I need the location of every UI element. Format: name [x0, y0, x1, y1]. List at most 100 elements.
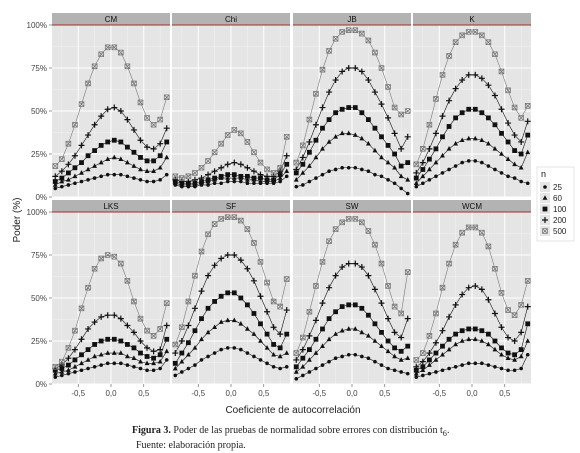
data-point-500 [211, 149, 218, 156]
data-point-60 [131, 355, 137, 360]
data-point-200 [404, 133, 411, 140]
data-point-25 [132, 176, 136, 180]
data-point-100 [258, 175, 263, 181]
data-point-500 [293, 350, 300, 356]
data-point-60 [339, 130, 345, 136]
data-point-200 [472, 282, 479, 289]
data-point-25 [73, 370, 77, 374]
panel-title: CM [105, 15, 118, 24]
data-point-500 [157, 116, 163, 123]
data-point-100 [172, 360, 178, 366]
data-point-25 [506, 368, 510, 373]
data-point-60 [164, 348, 170, 354]
data-point-200 [58, 168, 65, 175]
data-point-200 [150, 145, 157, 152]
data-point-500 [339, 29, 345, 35]
legend-symbol-60 [542, 195, 548, 200]
data-point-500 [459, 32, 465, 39]
data-point-200 [58, 362, 65, 369]
data-point-25 [453, 365, 458, 369]
data-point-100 [398, 348, 404, 354]
data-point-200 [518, 138, 525, 145]
data-point-60 [512, 161, 518, 167]
data-point-500 [277, 303, 283, 310]
data-point-200 [250, 168, 257, 175]
data-point-200 [104, 312, 111, 319]
data-point-100 [271, 177, 277, 183]
data-point-100 [85, 347, 91, 352]
data-point-100 [59, 366, 65, 371]
data-point-100 [405, 160, 411, 165]
data-point-100 [244, 173, 250, 179]
data-point-500 [192, 272, 198, 279]
data-point-200 [124, 116, 131, 123]
data-point-60 [98, 351, 104, 357]
data-point-500 [426, 121, 433, 128]
data-point-500 [452, 241, 459, 248]
data-point-60 [157, 358, 163, 364]
data-point-200 [293, 166, 300, 173]
data-point-25 [493, 167, 497, 172]
data-point-25 [327, 359, 331, 364]
data-point-100 [440, 343, 445, 349]
data-point-100 [352, 302, 358, 308]
data-point-60 [111, 154, 117, 160]
data-point-25 [405, 371, 410, 376]
panel-title: K [469, 15, 475, 24]
data-point-200 [339, 264, 346, 271]
data-point-100 [339, 106, 345, 112]
data-point-25 [265, 361, 269, 366]
data-point-100 [472, 326, 478, 332]
series-line-200 [416, 74, 529, 174]
data-point-100 [225, 290, 231, 296]
data-point-60 [398, 173, 404, 179]
data-point-100 [313, 137, 319, 143]
data-point-200 [98, 313, 105, 320]
data-point-25 [346, 165, 351, 170]
data-point-25 [366, 169, 371, 173]
data-point-200 [205, 171, 212, 178]
data-point-200 [264, 173, 271, 180]
data-point-100 [433, 350, 439, 356]
data-point-500 [352, 27, 359, 33]
data-point-500 [339, 219, 345, 226]
data-point-60 [485, 140, 491, 146]
data-point-200 [277, 331, 284, 338]
x-tick-label: 0,5 [379, 389, 391, 398]
data-point-60 [365, 140, 371, 146]
data-point-25 [119, 361, 123, 366]
data-point-100 [185, 340, 191, 346]
legend-label-200: 200 [553, 216, 567, 225]
data-point-100 [284, 161, 290, 167]
data-point-60 [320, 343, 325, 348]
data-point-500 [479, 229, 485, 236]
data-point-200 [358, 264, 365, 271]
data-point-200 [352, 65, 359, 71]
data-point-500 [300, 142, 306, 149]
data-point-500 [306, 116, 313, 123]
data-point-500 [518, 115, 524, 121]
data-point-100 [199, 316, 204, 322]
data-point-100 [199, 179, 204, 184]
legend-label-60: 60 [553, 194, 562, 203]
x-tick-label: -0,5 [432, 389, 446, 398]
data-point-60 [205, 329, 211, 335]
data-point-25 [212, 181, 217, 186]
data-point-100 [231, 290, 237, 296]
data-point-60 [138, 166, 143, 172]
data-point-25 [232, 346, 237, 350]
data-point-200 [465, 71, 472, 78]
data-point-200 [404, 315, 411, 322]
data-point-500 [372, 241, 378, 248]
data-point-200 [283, 307, 290, 314]
data-point-25 [105, 172, 110, 177]
data-point-60 [225, 317, 231, 323]
data-point-100 [379, 330, 384, 335]
caption-source: Fuente: elaboración propia. [136, 440, 246, 451]
data-point-60 [192, 345, 198, 350]
data-point-25 [219, 347, 223, 352]
data-point-60 [238, 321, 244, 326]
data-point-25 [314, 366, 318, 371]
data-point-500 [205, 231, 211, 238]
